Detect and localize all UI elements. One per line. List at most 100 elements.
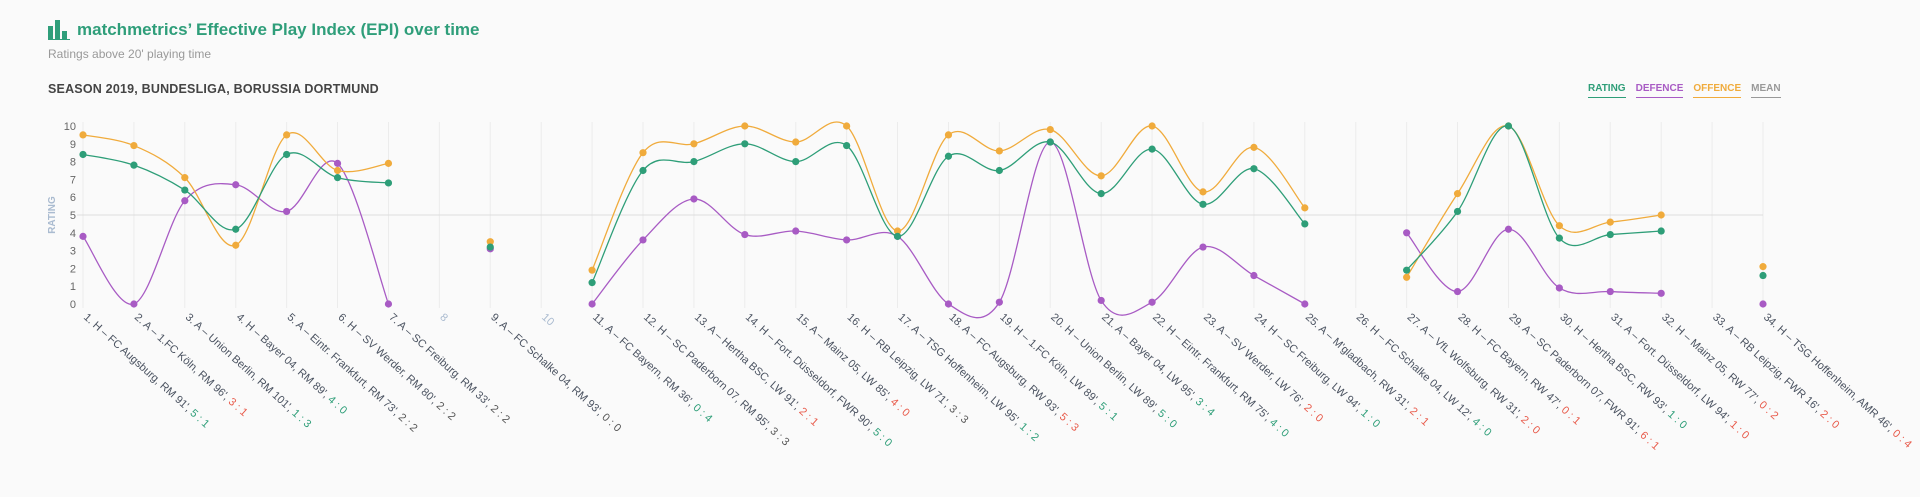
rating-point bbox=[588, 279, 596, 287]
match-score: 1 : 2 bbox=[1017, 421, 1041, 444]
offence-point bbox=[1148, 122, 1156, 130]
match-score: 4 : 0 bbox=[1267, 417, 1291, 440]
offence-point bbox=[232, 241, 240, 249]
rating-point bbox=[1606, 230, 1614, 239]
defence-point bbox=[792, 227, 800, 235]
match-score: 2 : 0 bbox=[1301, 402, 1325, 425]
defence-point bbox=[283, 207, 291, 216]
rating-point bbox=[130, 161, 138, 169]
defence-point bbox=[79, 232, 87, 240]
rating-point bbox=[1250, 165, 1258, 173]
match-score: 5 : 3 bbox=[1057, 411, 1081, 434]
rating-point bbox=[232, 225, 240, 233]
offence-point bbox=[1250, 143, 1258, 151]
legend-defence[interactable]: DEFENCE bbox=[1635, 83, 1684, 98]
match-score: 5 : 0 bbox=[1155, 407, 1179, 430]
defence-point bbox=[588, 300, 596, 308]
legend-mean[interactable]: MEAN bbox=[1751, 83, 1781, 98]
match-label: 1. H – FC Augsburg, RM 91', bbox=[81, 311, 196, 416]
match-label: 19. H – 1.FC Köln, LW 89', bbox=[997, 311, 1104, 409]
rating-point bbox=[1097, 190, 1105, 198]
rating-point bbox=[893, 232, 902, 240]
legend-rating[interactable]: RATING bbox=[1588, 83, 1626, 98]
match-label: 15. A – Mainz 05, LW 85', bbox=[794, 311, 896, 405]
offence-point bbox=[741, 122, 749, 130]
offence-point bbox=[843, 122, 851, 130]
offence-point bbox=[1403, 273, 1411, 281]
offence-point bbox=[1453, 190, 1462, 198]
offence-point bbox=[1097, 172, 1105, 180]
offence-point bbox=[486, 238, 494, 246]
offence-point bbox=[588, 266, 596, 274]
match-score: 5 : 1 bbox=[1096, 400, 1120, 423]
defence-point bbox=[181, 197, 189, 205]
offence-point bbox=[333, 166, 342, 175]
offence-point bbox=[79, 131, 87, 139]
rating-point bbox=[79, 150, 87, 159]
match-label: 4. H – Bayer 04, RM 89', bbox=[234, 311, 334, 402]
rating-point bbox=[995, 166, 1003, 175]
offence-point bbox=[893, 227, 902, 235]
defence-point bbox=[690, 195, 698, 203]
offence-point bbox=[1046, 125, 1054, 134]
match-label: 8 bbox=[437, 311, 450, 324]
rating-point bbox=[1148, 145, 1156, 153]
offence-point bbox=[384, 159, 393, 167]
offence-point bbox=[995, 147, 1003, 155]
rating-point bbox=[1199, 200, 1207, 208]
match-score: 5 : 0 bbox=[870, 426, 894, 449]
header: matchmetrics’ Effective Play Index (EPI)… bbox=[48, 20, 480, 61]
match-score: 4 : 0 bbox=[325, 394, 349, 417]
season-label: SEASON 2019, BUNDESLIGA, BORUSSIA DORTMU… bbox=[48, 82, 379, 96]
match-label: 7. A – SC Freiburg, RM 33', bbox=[386, 311, 496, 411]
match-label: 25. A – M'gladbach, RW 31', bbox=[1303, 311, 1415, 414]
defence-point bbox=[1301, 300, 1309, 308]
rating-line bbox=[1406, 125, 1662, 271]
y-tick-label: 1 bbox=[70, 281, 76, 293]
y-tick-label: 2 bbox=[70, 263, 76, 275]
x-tick-label: 10 bbox=[539, 311, 556, 328]
match-score: 6 : 1 bbox=[1638, 429, 1662, 452]
match-score: 1 : 0 bbox=[1727, 419, 1751, 442]
defence-point bbox=[639, 236, 647, 244]
y-tick-label: 9 bbox=[70, 139, 76, 151]
legend-offence[interactable]: OFFENCE bbox=[1693, 83, 1742, 98]
match-score: 5 : 1 bbox=[188, 407, 212, 430]
rating-point bbox=[944, 152, 953, 160]
defence-point bbox=[1606, 287, 1614, 296]
rating-point bbox=[843, 141, 851, 150]
y-tick-label: 0 bbox=[70, 299, 76, 311]
match-score: 2 : 1 bbox=[1407, 405, 1431, 428]
rating-point bbox=[1504, 122, 1513, 130]
y-tick-label: 8 bbox=[70, 157, 76, 169]
match-label: 10 bbox=[539, 311, 556, 328]
match-score: 2 : 1 bbox=[796, 405, 820, 428]
rating-point bbox=[1403, 266, 1411, 274]
defence-point bbox=[1250, 271, 1258, 280]
defence-point bbox=[1759, 300, 1767, 308]
defence-point bbox=[130, 300, 138, 308]
match-score: 2 : 2 bbox=[488, 403, 512, 426]
defence-point bbox=[333, 159, 342, 167]
defence-point bbox=[1148, 298, 1156, 306]
match-label: 11. A – FC Bayern, RM 36', bbox=[590, 311, 698, 410]
match-score: 3 : 3 bbox=[946, 403, 970, 426]
match-label: 32. H – Mainz 05, RW 77', bbox=[1659, 311, 1764, 408]
rating-point bbox=[690, 158, 698, 166]
match-score: 2 : 0 bbox=[1518, 414, 1542, 437]
match-label: 23. A – SV Werder, LW 76', bbox=[1201, 311, 1309, 410]
offence-point bbox=[639, 149, 647, 157]
rating-point bbox=[1555, 234, 1563, 242]
defence-point bbox=[384, 300, 393, 308]
match-label: 16. H – RB Leipzig, LW 71', bbox=[845, 311, 955, 412]
y-tick-label: 5 bbox=[70, 210, 76, 222]
x-tick-label: 8 bbox=[437, 311, 450, 324]
offence-point bbox=[181, 174, 189, 182]
y-tick-label: 10 bbox=[64, 121, 76, 133]
rating-point bbox=[486, 243, 494, 251]
match-score: 1 : 0 bbox=[1665, 408, 1689, 431]
match-score: 3 : 3 bbox=[768, 425, 792, 448]
rating-point bbox=[1301, 220, 1309, 228]
legend: RATING DEFENCE OFFENCE MEAN bbox=[1588, 83, 1781, 98]
